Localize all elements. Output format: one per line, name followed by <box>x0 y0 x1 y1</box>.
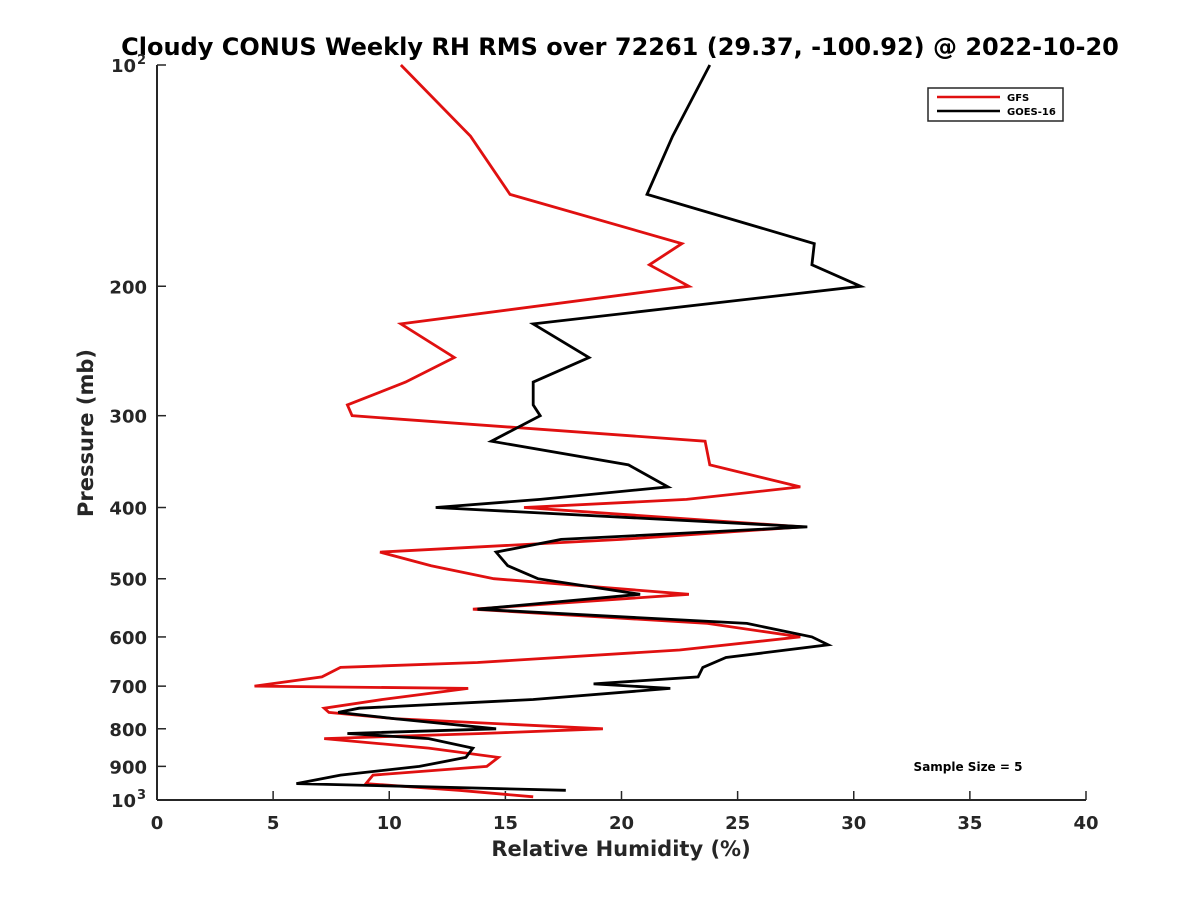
y-tick-label: 10 <box>111 791 136 812</box>
plot-area: 0 5 10 15 20 25 30 35 40 10 220030040050060070080… <box>109 53 1098 834</box>
legend: GFS GOES-16 <box>927 87 1064 122</box>
y-tick-exponent: 3 <box>137 788 146 803</box>
x-tick-label: 30 <box>841 813 866 834</box>
x-ticks: 0 5 10 15 20 25 30 35 40 <box>151 791 1099 834</box>
legend-box <box>927 87 1064 122</box>
x-tick-label: 40 <box>1073 813 1098 834</box>
y-tick-exponent: 2 <box>137 53 146 68</box>
x-tick-label: 35 <box>957 813 982 834</box>
y-tick-label: 500 <box>109 570 147 591</box>
x-tick-label: 25 <box>725 813 750 834</box>
y-axis-label: Pressure (mb) <box>74 349 98 517</box>
y-tick-label: 900 <box>109 757 147 778</box>
y-tick-label: 400 <box>109 499 147 520</box>
legend-label-gfs: GFS <box>1007 93 1029 104</box>
y-tick-label: 10 <box>111 56 136 77</box>
series-line-gfs <box>254 64 803 799</box>
x-axis-label: Relative Humidity (%) <box>491 837 750 861</box>
y-tick-label: 300 <box>109 407 147 428</box>
x-tick-label: 15 <box>493 813 518 834</box>
legend-label-goes16: GOES-16 <box>1007 107 1056 118</box>
y-tick-label: 800 <box>109 720 147 741</box>
y-tick-label: 600 <box>109 628 147 649</box>
series-line-goes16 <box>296 64 866 792</box>
chart-title: Cloudy CONUS Weekly RH RMS over 72261 (2… <box>121 33 1119 61</box>
x-tick-label: 0 <box>151 813 164 834</box>
sample-size-annotation: Sample Size = 5 <box>914 760 1023 774</box>
series-lines <box>254 64 866 799</box>
y-tick-label: 700 <box>109 677 147 698</box>
x-tick-label: 10 <box>377 813 402 834</box>
x-tick-label: 20 <box>609 813 634 834</box>
x-tick-label: 5 <box>267 813 280 834</box>
y-tick-label: 200 <box>109 277 147 298</box>
